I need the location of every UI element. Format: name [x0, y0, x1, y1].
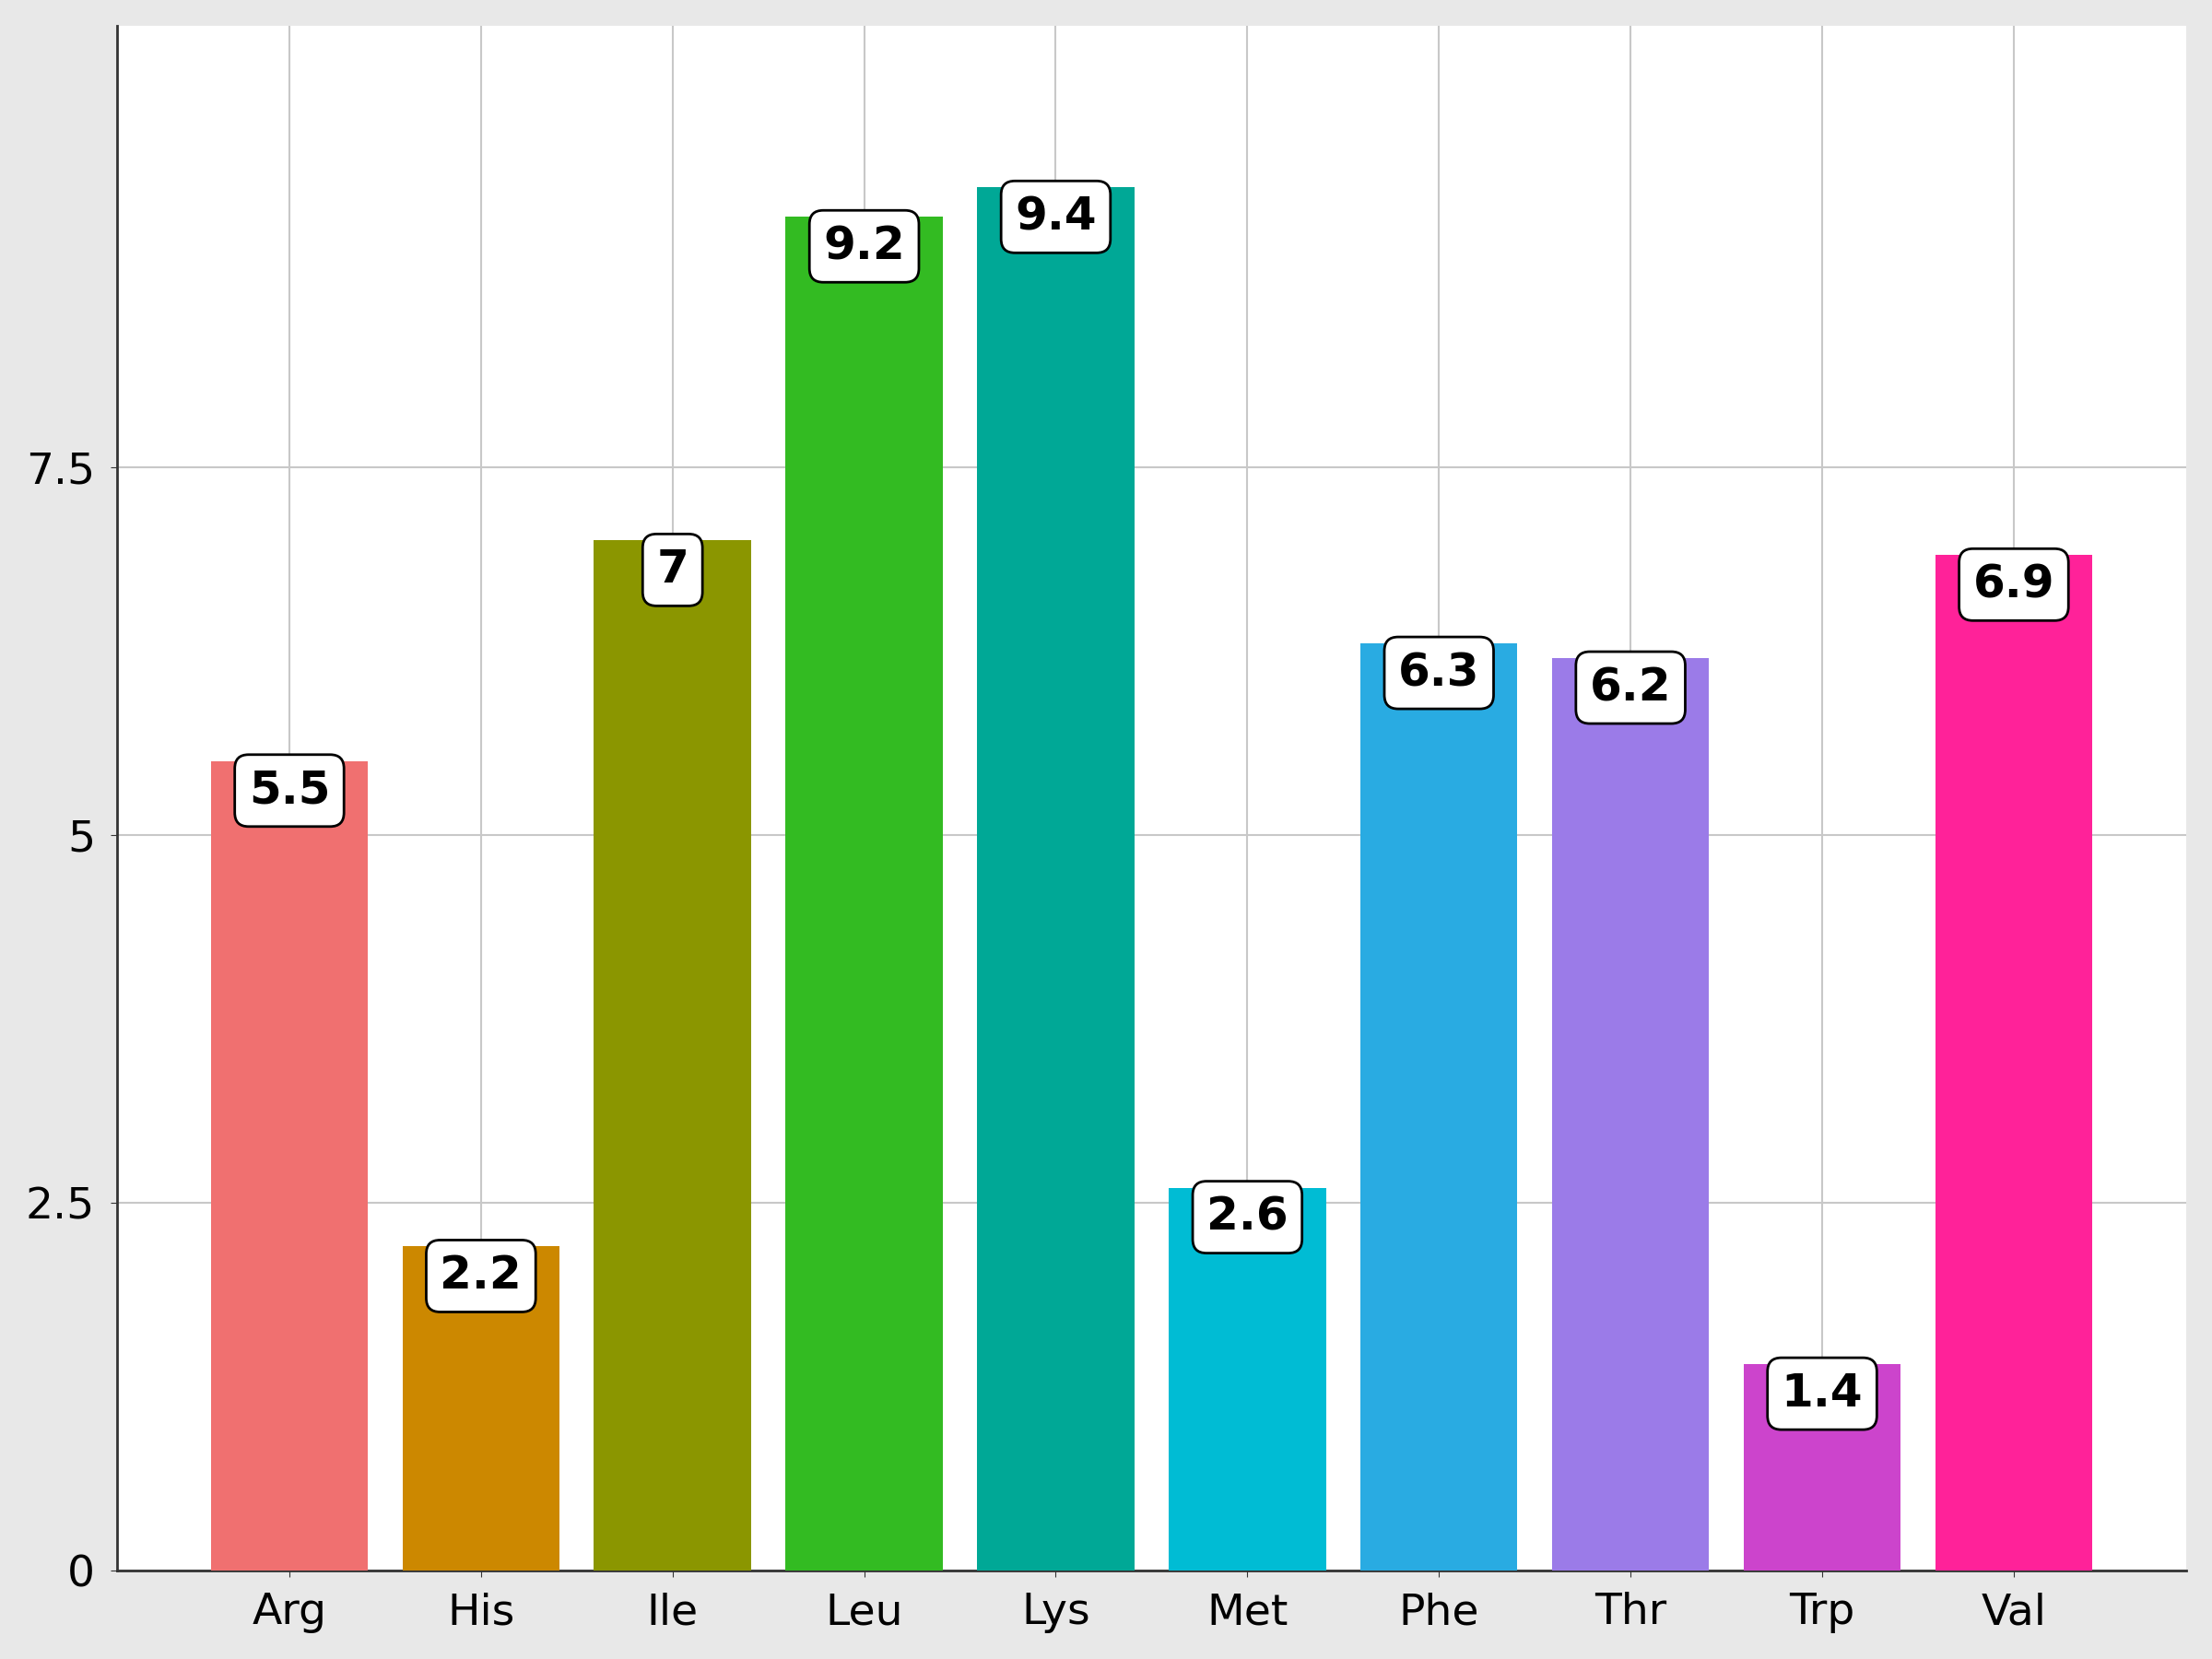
Bar — [595, 541, 752, 1569]
Bar — [1553, 659, 1710, 1569]
Bar — [1360, 644, 1517, 1569]
Text: 5.5: 5.5 — [248, 768, 330, 813]
Text: 1.4: 1.4 — [1781, 1372, 1863, 1415]
Text: 9.4: 9.4 — [1015, 194, 1097, 239]
Text: 6.3: 6.3 — [1398, 650, 1480, 695]
Bar — [210, 761, 367, 1569]
Bar — [785, 217, 942, 1569]
Text: 7: 7 — [657, 547, 688, 592]
Text: 2.2: 2.2 — [440, 1254, 522, 1297]
Bar — [978, 187, 1135, 1569]
Bar — [1936, 556, 2093, 1569]
Bar — [1743, 1364, 1900, 1569]
Text: 9.2: 9.2 — [823, 224, 905, 269]
Bar — [1168, 1188, 1325, 1569]
Text: 6.9: 6.9 — [1973, 562, 2055, 607]
Text: 2.6: 2.6 — [1206, 1194, 1287, 1239]
Bar — [403, 1246, 560, 1569]
Text: 6.2: 6.2 — [1590, 665, 1672, 710]
